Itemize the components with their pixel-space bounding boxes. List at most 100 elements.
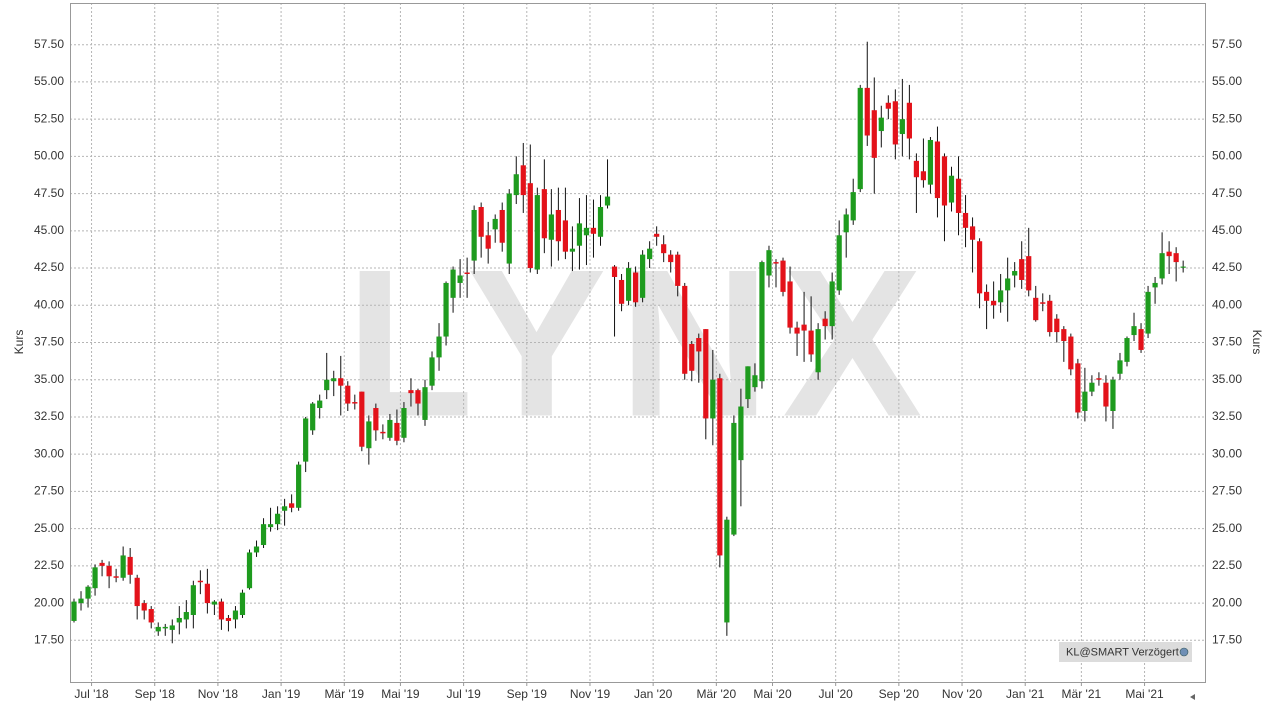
x-tick-label: Mär '20 [697, 687, 737, 701]
y-tick-label: 35.00 [34, 372, 64, 386]
y2-tick-label: 25.00 [1212, 521, 1242, 535]
y-tick-label: 32.50 [34, 409, 64, 423]
source-note: KL@SMART Verzögert [1066, 646, 1179, 658]
candle-body [429, 357, 435, 386]
candle-body [548, 214, 554, 240]
candle-body [408, 390, 414, 394]
candle-body [246, 552, 253, 589]
candle-body [647, 248, 653, 260]
candle-body [815, 329, 821, 373]
candle-body [731, 422, 737, 535]
candle-body [689, 343, 695, 371]
y-axis-label: Kurs [12, 330, 26, 355]
candles [71, 41, 1186, 644]
y2-tick-label: 55.00 [1212, 74, 1242, 88]
candle-body [1173, 253, 1179, 263]
candle-body [1054, 318, 1060, 333]
candle-body [675, 254, 681, 286]
y2-axis-label: Kurs [1250, 330, 1264, 355]
y-tick-label: 50.00 [34, 149, 64, 163]
candle-body [274, 513, 281, 525]
candle-body [155, 626, 161, 632]
candle-body [148, 609, 154, 623]
x-tick-label: Sep '20 [879, 687, 920, 701]
y2-tick-label: 37.50 [1212, 335, 1242, 349]
candle-body [941, 156, 948, 206]
candle-body [380, 431, 386, 434]
candle-body [822, 318, 828, 327]
candle-body [984, 291, 990, 301]
plot-frame [70, 3, 1206, 683]
scroll-arrow [1190, 694, 1195, 700]
candle-body [106, 565, 112, 577]
source-badge [1059, 642, 1192, 662]
candle-body [948, 175, 955, 203]
candle-body [1075, 363, 1081, 413]
candle-body [766, 250, 772, 276]
candle-body [597, 206, 604, 237]
candle-body [962, 212, 969, 228]
y2-tick-label: 50.00 [1212, 149, 1242, 163]
x-tick-label: Mär '21 [1062, 687, 1102, 701]
candle-body [366, 421, 372, 449]
candle-body [1040, 302, 1046, 304]
candle-body [120, 555, 126, 578]
candle-body [654, 233, 660, 237]
candle-body [569, 248, 576, 252]
candle-body [976, 241, 983, 294]
candle-body [1019, 259, 1025, 280]
candle-body [1110, 379, 1116, 411]
grid [70, 3, 1205, 682]
y-tick-label: 30.00 [34, 446, 64, 460]
candle-body [506, 193, 512, 264]
y2-tick-label: 30.00 [1212, 446, 1242, 460]
y2-tick-label: 52.50 [1212, 111, 1242, 125]
candle-body [562, 220, 568, 252]
y-tick-label: 52.50 [34, 111, 64, 125]
candle-body [1061, 329, 1067, 342]
candle-body [640, 254, 646, 298]
x-tick-label: Nov '19 [570, 687, 611, 701]
candle-body [871, 110, 877, 158]
candle-body [457, 275, 463, 283]
candle-body [625, 268, 632, 301]
y-tick-label: 37.50 [34, 335, 64, 349]
y2-tick-label: 32.50 [1212, 409, 1242, 423]
candle-body [534, 195, 540, 270]
candle-body [267, 524, 274, 528]
candle-body [857, 87, 863, 190]
y2-tick-label: 20.00 [1212, 595, 1242, 609]
candle-body [324, 379, 330, 391]
candle-body [436, 336, 442, 358]
candle-body [296, 464, 302, 508]
y-tick-label: 40.00 [34, 297, 64, 311]
y2-tick-label: 17.50 [1212, 632, 1242, 646]
y-tick-label: 25.00 [34, 521, 64, 535]
candle-body [969, 226, 976, 240]
candle-body [443, 282, 449, 337]
candle-body [520, 165, 526, 196]
candle-body [991, 300, 997, 306]
candle-body [218, 601, 225, 620]
candle-body [724, 519, 730, 623]
x-tick-label: Mär '19 [324, 687, 364, 701]
y-tick-label: 57.50 [34, 37, 64, 51]
y2-tick-label: 35.00 [1212, 372, 1242, 386]
candle-body [225, 617, 232, 621]
x-tick-label: Jan '20 [634, 687, 673, 701]
candle-body [668, 254, 674, 263]
candle-body [190, 585, 196, 615]
candle-body [878, 117, 884, 132]
x-tick-label: Jan '21 [1006, 687, 1045, 701]
candle-body [864, 87, 870, 136]
candle-body [590, 227, 597, 234]
candle-body [808, 330, 814, 355]
y2-tick-label: 57.50 [1212, 37, 1242, 51]
candle-body [1180, 266, 1186, 268]
candle-body [836, 235, 842, 291]
y2-tick-label: 22.50 [1212, 558, 1242, 572]
globe-icon [1179, 647, 1189, 657]
candle-body [899, 119, 905, 135]
candle-body [633, 272, 639, 303]
